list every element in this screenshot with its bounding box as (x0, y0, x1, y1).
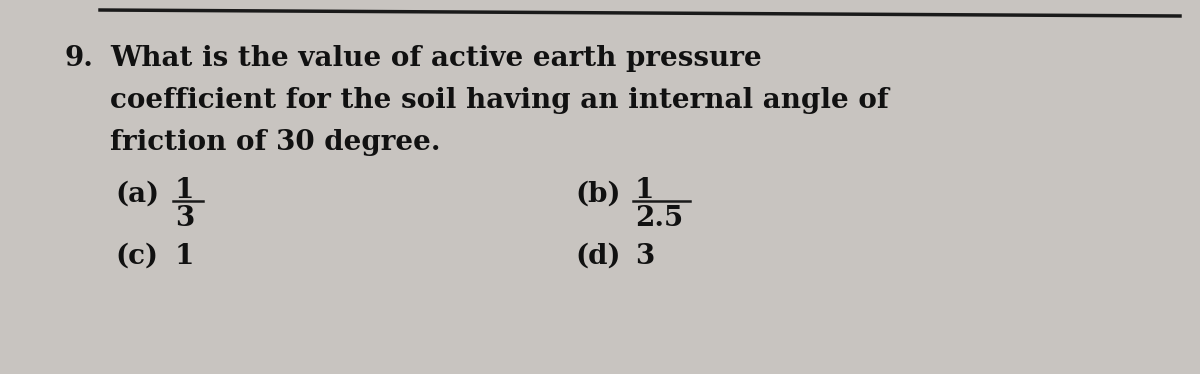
Text: (d): (d) (575, 243, 620, 270)
Text: 2.5: 2.5 (635, 205, 683, 232)
Text: 3: 3 (635, 243, 654, 270)
Text: What is the value of active earth pressure: What is the value of active earth pressu… (110, 45, 762, 72)
Text: 9.: 9. (65, 45, 94, 72)
Text: 3: 3 (175, 205, 194, 232)
Text: friction of 30 degree.: friction of 30 degree. (110, 129, 440, 156)
Text: coefficient for the soil having an internal angle of: coefficient for the soil having an inter… (110, 87, 889, 114)
Text: (c): (c) (115, 243, 158, 270)
Text: (a): (a) (115, 181, 160, 208)
Text: 1: 1 (175, 243, 194, 270)
Text: 1: 1 (635, 177, 654, 204)
Text: 1: 1 (175, 177, 194, 204)
Text: (b): (b) (575, 181, 620, 208)
